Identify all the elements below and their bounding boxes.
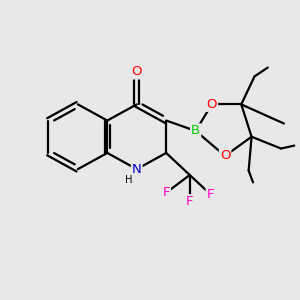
Text: O: O: [220, 149, 230, 162]
Text: O: O: [131, 65, 142, 79]
Text: N: N: [132, 163, 142, 176]
Text: O: O: [207, 98, 217, 111]
Text: F: F: [207, 188, 214, 201]
Text: F: F: [162, 186, 170, 199]
Text: F: F: [186, 195, 194, 208]
Text: H: H: [125, 175, 132, 185]
Text: B: B: [191, 124, 200, 137]
